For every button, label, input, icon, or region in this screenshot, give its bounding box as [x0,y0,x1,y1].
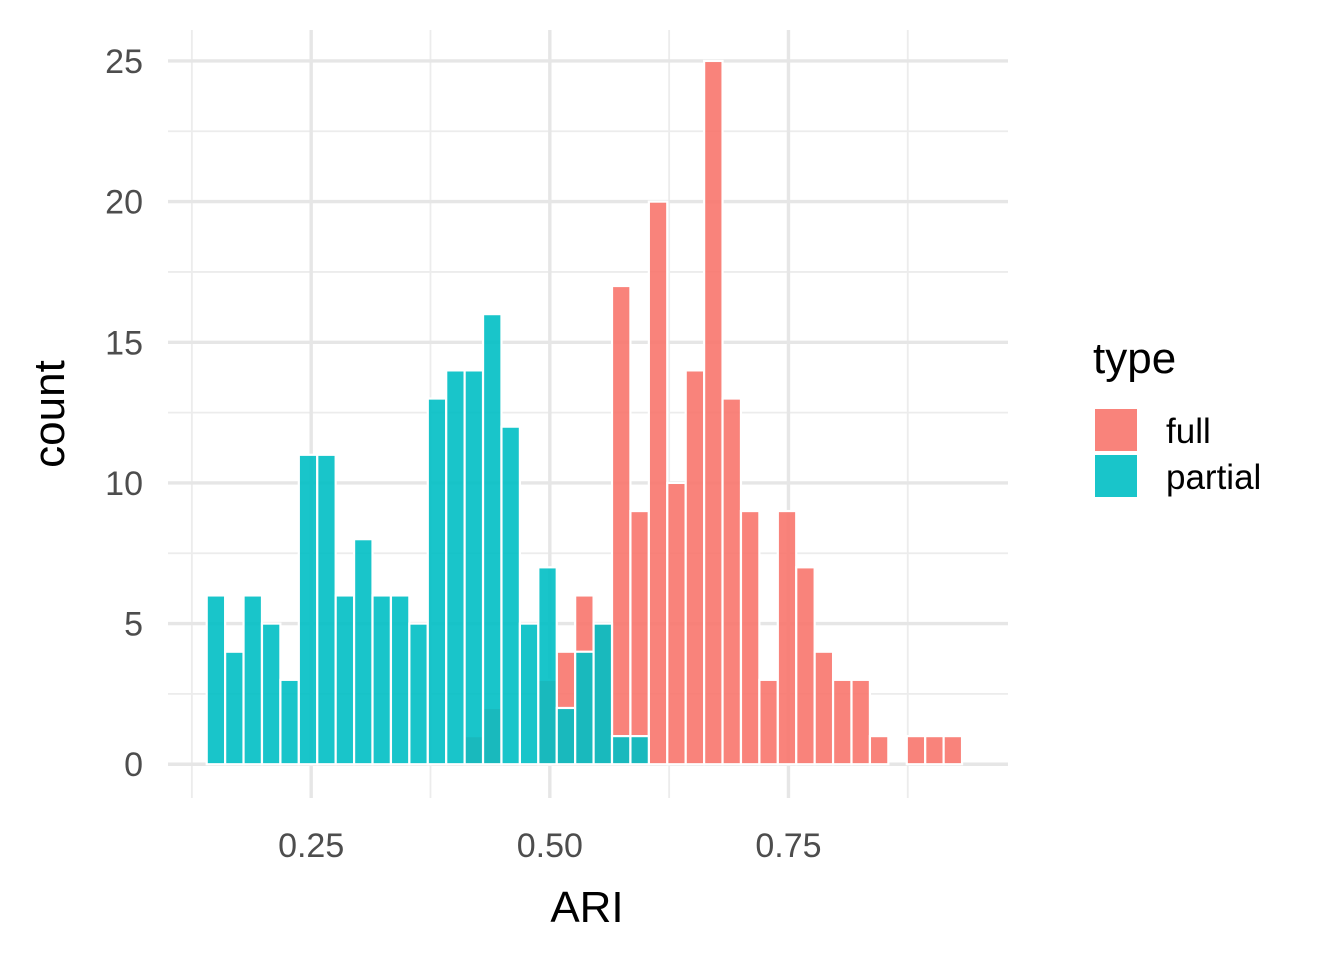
x-axis-title: ARI [550,883,623,932]
full-bar [924,735,945,766]
partial-bar [463,369,485,766]
full-bar [739,509,761,766]
partial-bar [408,622,429,766]
partial-bar [481,313,503,766]
partial-bar [205,594,227,766]
partial-bar [445,369,466,766]
partial-bar [574,650,595,766]
partial-bar [592,622,614,766]
full-bar [703,59,724,766]
x-tick-label: 0.75 [755,827,821,865]
series-partial [205,313,650,766]
partial-bar [316,453,337,766]
full-bar [942,735,964,766]
full-bar [610,284,632,766]
y-tick-label: 15 [105,324,143,362]
legend-label-full: full [1166,412,1211,451]
x-axis-ticks: 0.25 0.50 0.75 [278,827,821,865]
partial-bar [371,594,393,766]
partial-bar [500,425,521,766]
partial-bar [389,594,411,766]
partial-bar [537,566,558,766]
legend-key-partial [1095,455,1137,497]
partial-bar [352,538,374,766]
full-bar [758,678,779,766]
legend-label-partial: partial [1166,458,1261,497]
partial-bar [610,735,632,766]
partial-bar [224,650,245,766]
partial-bar [518,622,540,766]
y-tick-label: 25 [105,43,143,81]
y-axis-ticks: 0 5 10 15 20 25 [105,43,143,784]
full-bar [831,678,853,766]
partial-bar [297,453,319,766]
y-tick-label: 5 [124,606,143,644]
full-bar [684,369,706,766]
partial-bar [555,706,577,766]
full-bar [647,200,669,766]
y-tick-label: 0 [124,746,143,784]
full-bar [776,509,798,766]
partial-bar [242,594,264,766]
y-axis-title: count [25,360,74,468]
full-bar [905,735,927,766]
legend: type full partial [1093,334,1261,497]
histogram-bars [205,59,964,766]
full-bar [813,650,835,766]
partial-bar [279,678,300,766]
full-bar [721,397,743,766]
y-tick-label: 10 [105,465,143,503]
legend-title: type [1093,334,1176,383]
partial-bar [334,594,356,766]
y-tick-label: 20 [105,184,143,222]
legend-key-full [1095,409,1137,451]
full-bar [795,566,816,766]
x-tick-label: 0.50 [517,827,583,865]
full-bar [850,678,872,766]
full-bar [868,735,890,766]
partial-bar [260,622,282,766]
full-bar [666,481,687,766]
x-tick-label: 0.25 [278,827,344,865]
full-bar [629,509,650,766]
partial-bar [426,397,448,766]
partial-bar [629,735,650,766]
